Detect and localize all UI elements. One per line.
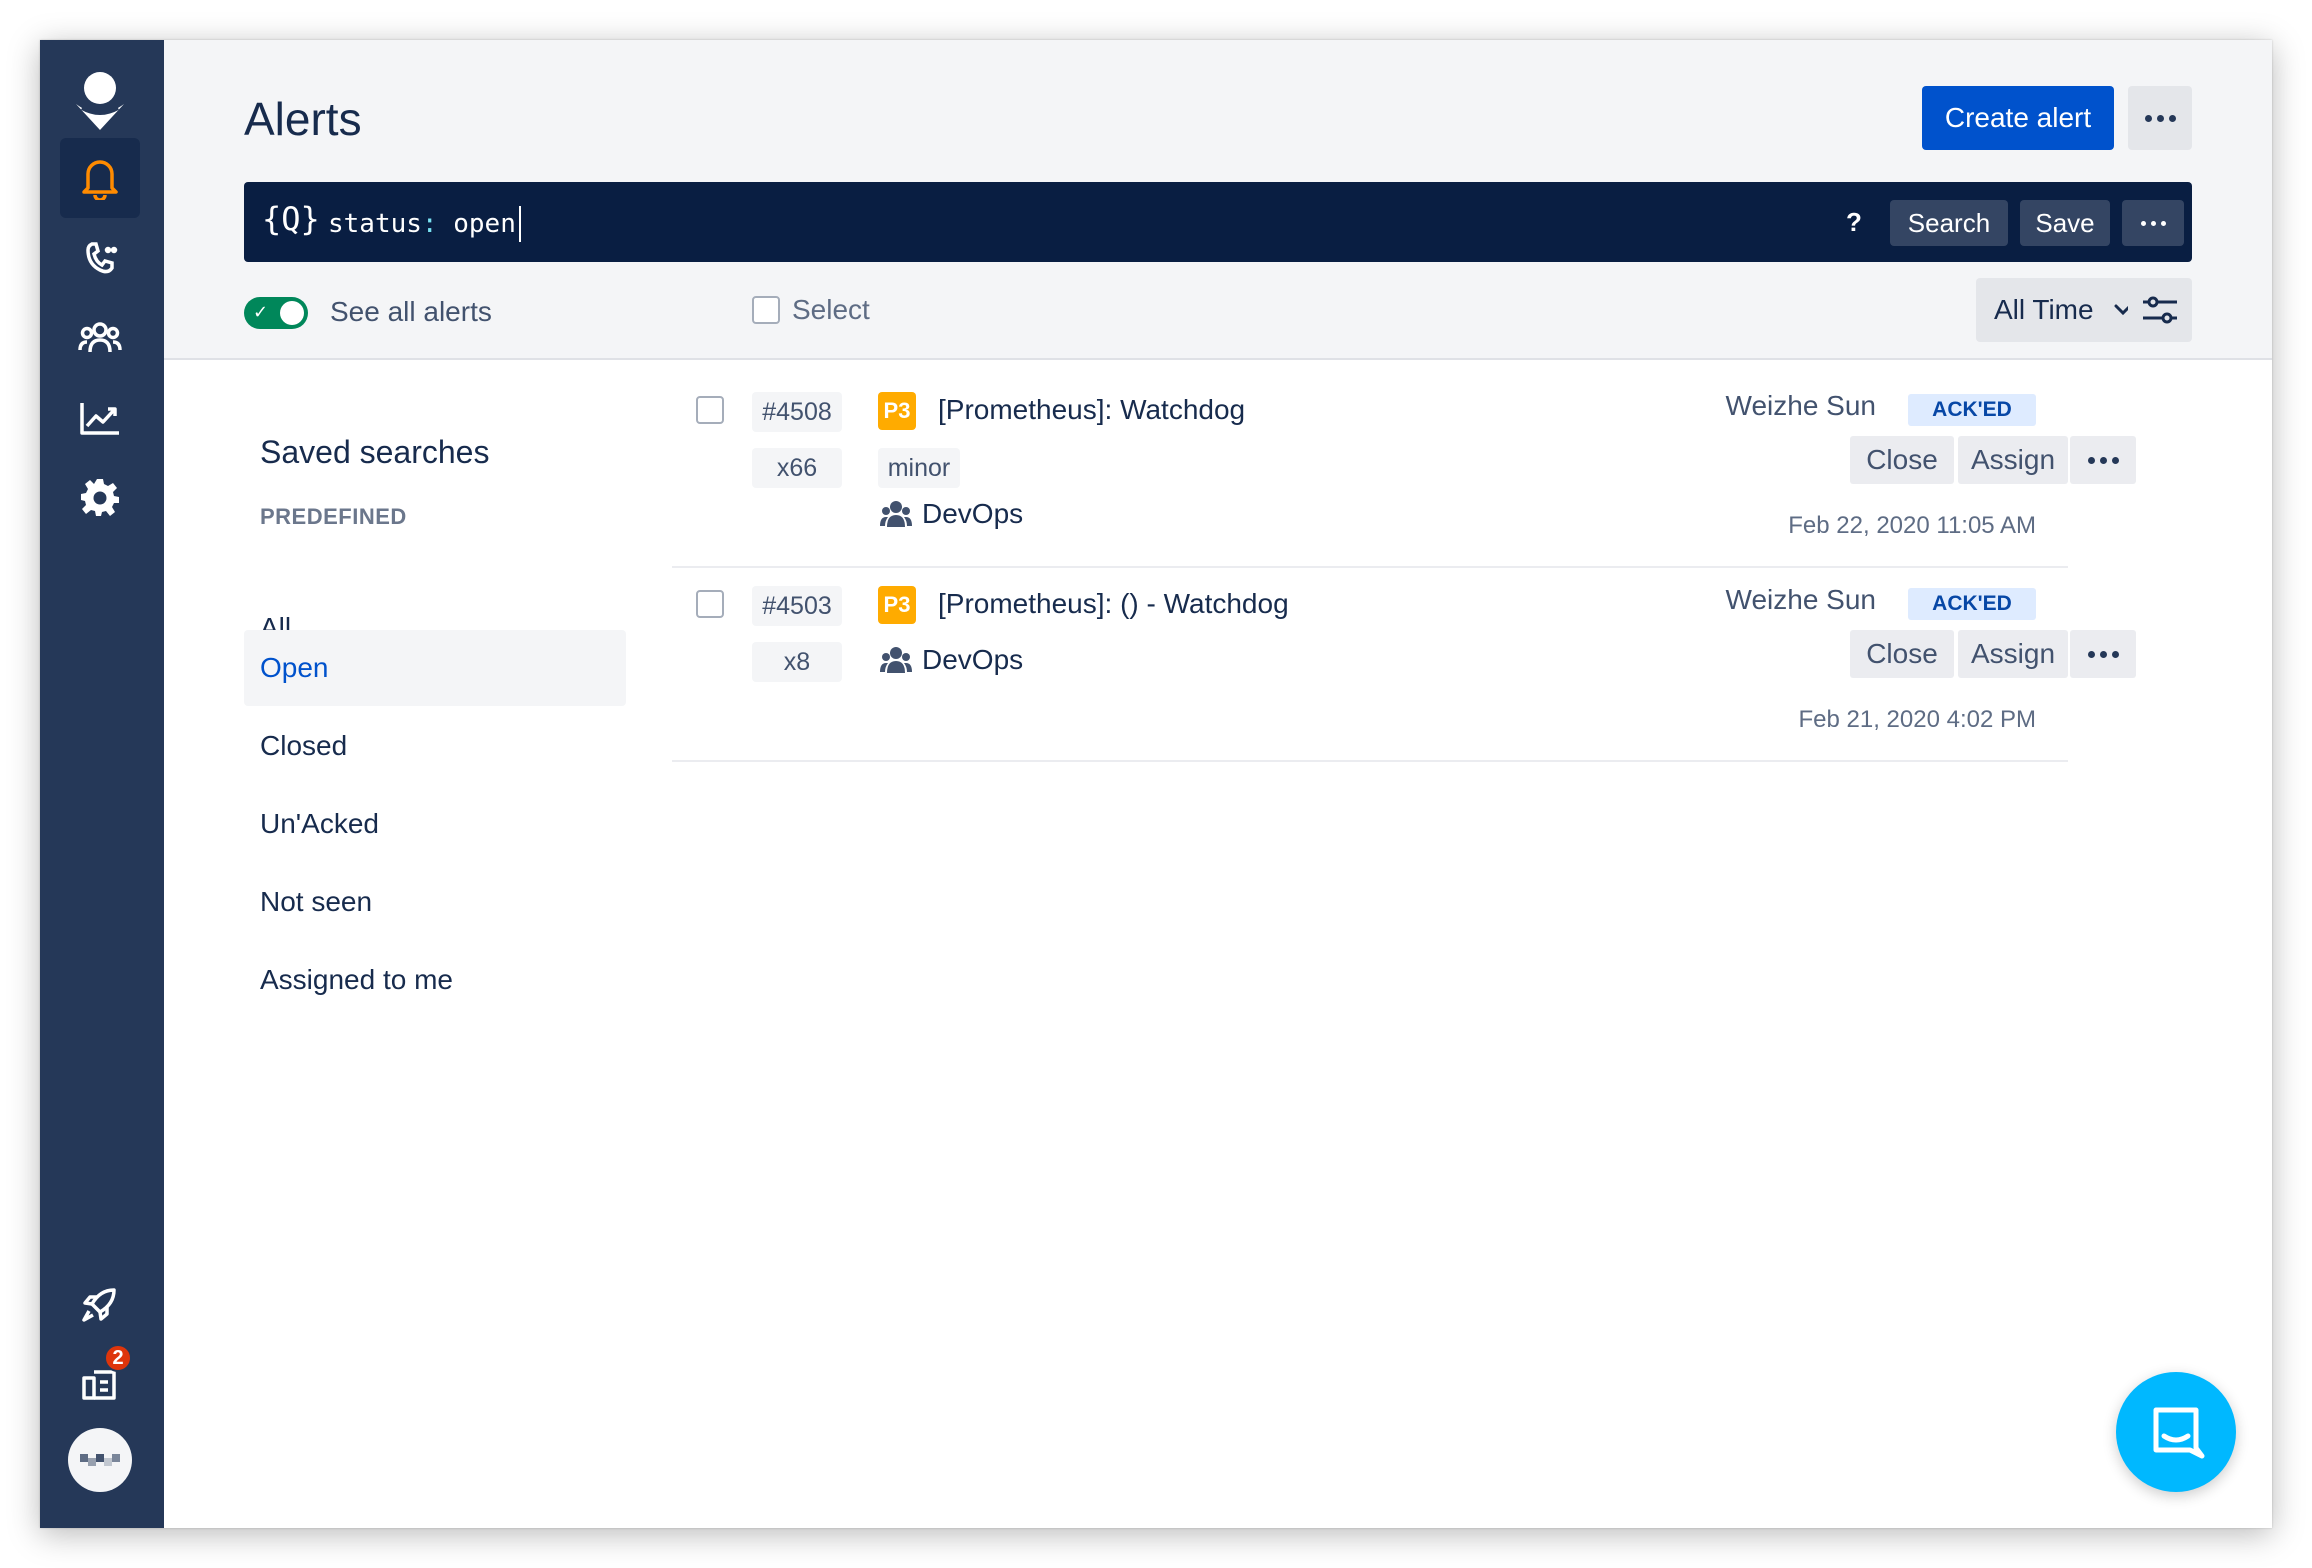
query-space [438, 209, 454, 239]
saved-search-closed[interactable]: Closed [260, 730, 348, 761]
alert-date: Feb 21, 2020 4:02 PM [1798, 706, 2037, 733]
close-button[interactable]: Close [1850, 436, 1954, 484]
chevron-down-icon [2114, 304, 2132, 316]
notification-count-badge: 2 [104, 1344, 132, 1372]
rocket-icon[interactable] [60, 1264, 140, 1344]
select-all-checkbox[interactable] [752, 296, 780, 324]
assign-button[interactable]: Assign [1958, 436, 2068, 484]
query-icon: {Q} [262, 200, 320, 238]
alert-team: DevOps [880, 644, 1023, 676]
toggle-knob [280, 301, 304, 325]
page-header: Alerts Create alert {Q} status: open ? S… [164, 40, 2272, 360]
select-label: Select [792, 294, 870, 325]
saved-searches-subtitle: PREDEFINED [260, 504, 407, 529]
alert-owner: Weizhe Sun [1725, 584, 1876, 615]
chat-icon [2153, 1407, 2205, 1459]
alert-owner: Weizhe Sun [1725, 390, 1876, 421]
team-name: DevOps [922, 644, 1024, 675]
alert-tag[interactable]: minor [878, 448, 960, 488]
page-title: Alerts [244, 93, 362, 145]
alert-id: #4508 [752, 392, 842, 432]
notifications-icon[interactable]: 2 [60, 1342, 140, 1422]
saved-search-open[interactable]: Open [244, 630, 626, 706]
gear-icon[interactable] [60, 458, 140, 538]
app-window: 2 Alerts Create alert {Q} status: open ?… [40, 40, 2272, 1528]
filter-settings-button[interactable] [2128, 278, 2192, 342]
alert-date: Feb 22, 2020 11:05 AM [1788, 512, 2036, 539]
bell-icon[interactable] [60, 138, 140, 218]
search-more-button[interactable] [2122, 200, 2184, 246]
check-icon: ✓ [253, 302, 269, 322]
see-all-alerts-toggle[interactable]: ✓ [244, 297, 308, 329]
more-icon [2140, 220, 2166, 226]
alert-title[interactable]: [Prometheus]: () - Watchdog [938, 588, 1289, 619]
alert-row[interactable]: #4503 x8 P3 [Prometheus]: () - Watchdog … [672, 570, 2136, 762]
team-icon [880, 647, 912, 673]
phone-icon[interactable] [60, 218, 140, 298]
alert-count: x8 [752, 642, 842, 682]
create-alert-button[interactable]: Create alert [1922, 86, 2114, 150]
query-key: status [328, 209, 422, 239]
more-actions-button[interactable] [2128, 86, 2192, 150]
priority-badge: P3 [878, 392, 916, 430]
search-button[interactable]: Search [1890, 200, 2008, 246]
more-icon [2144, 114, 2176, 122]
navigation-rail: 2 [40, 40, 164, 1528]
saved-searches-title: Saved searches [260, 434, 490, 470]
close-button[interactable]: Close [1850, 630, 1954, 678]
search-bar: {Q} status: open ? Search Save [244, 182, 2192, 262]
time-range-value: All Time [1994, 294, 2094, 325]
status-badge: ACK'ED [1908, 588, 2036, 620]
sliders-icon [2143, 296, 2177, 324]
chat-launcher-button[interactable] [2116, 1372, 2236, 1492]
save-search-button[interactable]: Save [2020, 200, 2110, 246]
team-name: DevOps [922, 498, 1024, 529]
see-all-alerts-label: See all alerts [330, 296, 492, 327]
teams-icon[interactable] [60, 298, 140, 378]
query-colon: : [421, 209, 438, 239]
priority-badge: P3 [878, 586, 916, 624]
alert-checkbox[interactable] [696, 396, 724, 424]
alert-checkbox[interactable] [696, 590, 724, 618]
team-icon [880, 501, 912, 527]
alert-row[interactable]: #4508 x66 P3 [Prometheus]: Watchdog mino… [672, 376, 2136, 568]
more-icon [2087, 456, 2119, 464]
saved-search-unacked[interactable]: Un'Acked [260, 808, 379, 839]
alert-team: DevOps [880, 498, 1023, 530]
analytics-icon[interactable] [60, 378, 140, 458]
more-icon [2087, 650, 2119, 658]
alert-title[interactable]: [Prometheus]: Watchdog [938, 394, 1246, 425]
status-badge: ACK'ED [1908, 394, 2036, 426]
query-value: open [453, 209, 516, 239]
alert-more-button[interactable] [2070, 630, 2136, 678]
time-range-dropdown[interactable]: All Time [1976, 278, 2154, 342]
search-input[interactable]: status: open [328, 206, 521, 242]
alert-id: #4503 [752, 586, 842, 626]
avatar[interactable] [68, 1428, 132, 1492]
alert-more-button[interactable] [2070, 436, 2136, 484]
logo-icon[interactable] [60, 60, 140, 140]
alert-count: x66 [752, 448, 842, 488]
saved-search-not-seen[interactable]: Not seen [260, 886, 373, 917]
saved-search-assigned-to-me[interactable]: Assigned to me [260, 964, 453, 995]
assign-button[interactable]: Assign [1958, 630, 2068, 678]
search-help-button[interactable]: ? [1846, 206, 1862, 237]
